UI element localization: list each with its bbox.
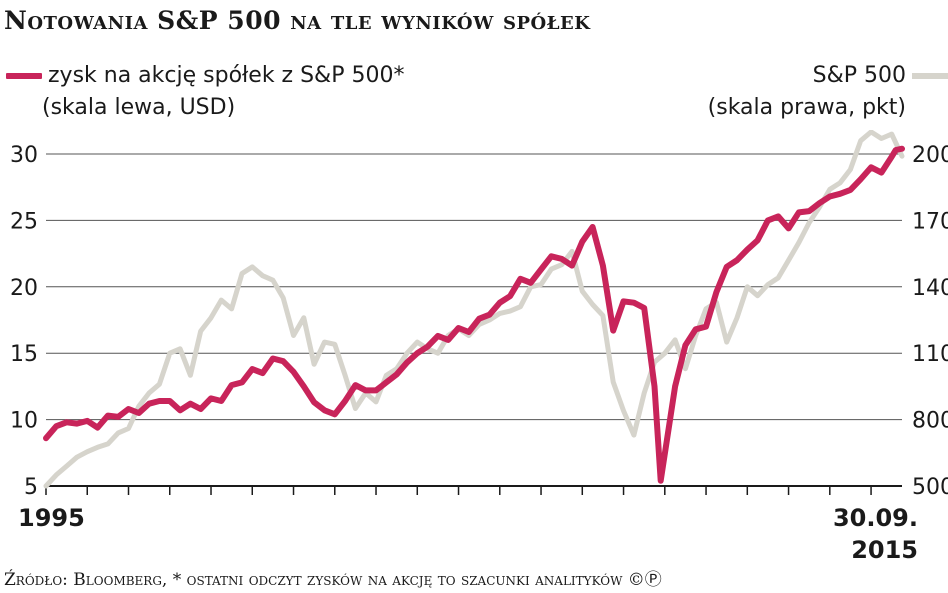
y-left-tick-label: 20 xyxy=(10,276,38,301)
x-tick-label-year: 2015 xyxy=(851,536,918,560)
eps-legend-label: zysk na akcję spółek z S&P 500* xyxy=(48,63,405,88)
y-right-tick-label: 1400 xyxy=(912,276,948,301)
source-note: Źródło: Bloomberg, * ostatni odczyt zysk… xyxy=(4,570,662,590)
eps-scale-label: (skala lewa, USD) xyxy=(42,95,236,120)
y-left-tick-label: 5 xyxy=(24,475,38,500)
y-right-tick-label: 2000 xyxy=(912,143,948,168)
spx-legend-swatch xyxy=(912,73,948,79)
y-left-tick-label: 25 xyxy=(10,209,38,234)
y-left-tick-label: 30 xyxy=(10,143,38,168)
x-tick-label-start: 1995 xyxy=(18,504,85,532)
spx-series-line xyxy=(43,130,905,489)
y-right-tick-label: 1700 xyxy=(912,209,948,234)
spx-scale-label: (skala prawa, pkt) xyxy=(707,95,906,120)
y-right-tick-label: 800 xyxy=(912,409,948,434)
y-right-tick-label: 500 xyxy=(912,475,948,500)
eps-series-line xyxy=(43,145,905,484)
y-left-tick-label: 10 xyxy=(10,409,38,434)
x-tick-label-date: 30.09. xyxy=(833,504,918,532)
y-left-tick-label: 15 xyxy=(10,342,38,367)
spx-legend-label: S&P 500 xyxy=(812,63,906,88)
chart-title: Notowania S&P 500 na tle wyników spółek xyxy=(4,6,591,35)
line-chart: 5 10 15 20 25 30 500 800 1100 1400 1700 2000 1995 30.… xyxy=(10,130,948,560)
legend-left: zysk na akcję spółek z S&P 500* (skala l… xyxy=(6,60,404,124)
legend-right: S&P 500 (skala prawa, pkt) xyxy=(708,60,948,124)
y-right-tick-label: 1100 xyxy=(912,342,948,367)
eps-legend-swatch xyxy=(6,73,42,79)
